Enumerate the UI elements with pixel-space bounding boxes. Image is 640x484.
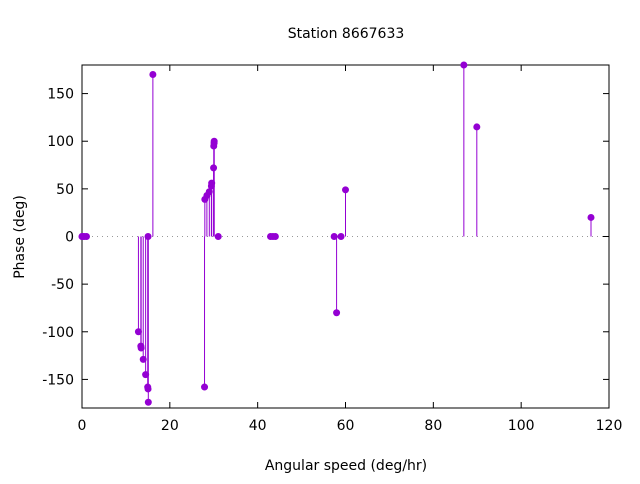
- data-point: [144, 398, 152, 406]
- data-point: [587, 213, 595, 221]
- data-point: [271, 233, 279, 240]
- chart-title: Station 8667633: [288, 26, 405, 42]
- x-tick-label: 20: [161, 418, 179, 434]
- data-point: [333, 309, 341, 317]
- y-tick-label: 50: [56, 182, 74, 198]
- data-point: [144, 233, 152, 240]
- x-tick-label: 120: [596, 418, 623, 434]
- data-point: [201, 383, 209, 391]
- data-point: [149, 71, 157, 79]
- y-tick-label: -150: [42, 372, 74, 388]
- x-tick-label: 0: [78, 418, 87, 434]
- data-point: [139, 355, 147, 363]
- y-axis-label: Phase (deg): [12, 195, 28, 279]
- data-point: [134, 328, 142, 336]
- data-point: [214, 233, 222, 240]
- data-point: [330, 233, 338, 240]
- y-tick-label: -100: [42, 325, 74, 341]
- x-axis-label: Angular speed (deg/hr): [265, 458, 427, 474]
- x-tick-label: 40: [249, 418, 267, 434]
- data-point: [210, 137, 218, 145]
- x-tick-label: 80: [424, 418, 442, 434]
- y-tick-label: 100: [47, 134, 74, 150]
- data-point: [460, 61, 468, 69]
- y-tick-label: -50: [51, 277, 74, 293]
- x-tick-label: 60: [337, 418, 355, 434]
- data-point: [82, 233, 90, 240]
- x-tick-label: 100: [508, 418, 535, 434]
- data-point: [473, 123, 481, 131]
- y-tick-label: 150: [47, 87, 74, 103]
- data-point: [342, 186, 349, 194]
- data-point: [337, 233, 345, 240]
- y-tick-label: 0: [65, 230, 74, 246]
